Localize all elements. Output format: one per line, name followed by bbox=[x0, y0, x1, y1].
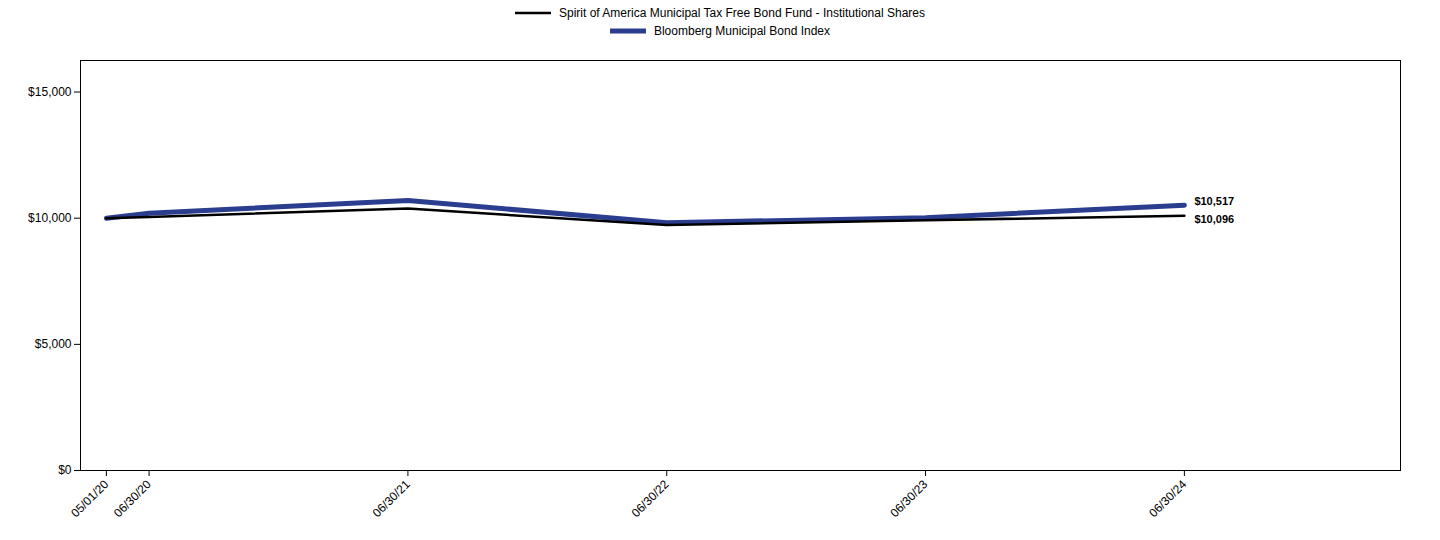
svg-text:06/30/23: 06/30/23 bbox=[887, 477, 930, 520]
svg-text:$10,096: $10,096 bbox=[1194, 213, 1234, 225]
svg-text:$5,000: $5,000 bbox=[35, 337, 72, 351]
svg-text:05/01/20: 05/01/20 bbox=[68, 477, 111, 520]
svg-text:06/30/24: 06/30/24 bbox=[1146, 477, 1189, 520]
svg-text:$0: $0 bbox=[58, 463, 72, 477]
svg-text:$10,517: $10,517 bbox=[1194, 195, 1234, 207]
html-text:Spirit of America Municipal Ta: Spirit of America Municipal Tax Free Bon… bbox=[559, 6, 925, 20]
svg-text:$10,000: $10,000 bbox=[28, 211, 72, 225]
svg-text:06/30/22: 06/30/22 bbox=[629, 477, 672, 520]
svg-text:06/30/21: 06/30/21 bbox=[370, 477, 413, 520]
svg-text:$15,000: $15,000 bbox=[28, 85, 72, 99]
svg-text:06/30/20: 06/30/20 bbox=[111, 477, 154, 520]
html-text:Bloomberg Municipal Bond Index: Bloomberg Municipal Bond Index bbox=[653, 24, 830, 38]
